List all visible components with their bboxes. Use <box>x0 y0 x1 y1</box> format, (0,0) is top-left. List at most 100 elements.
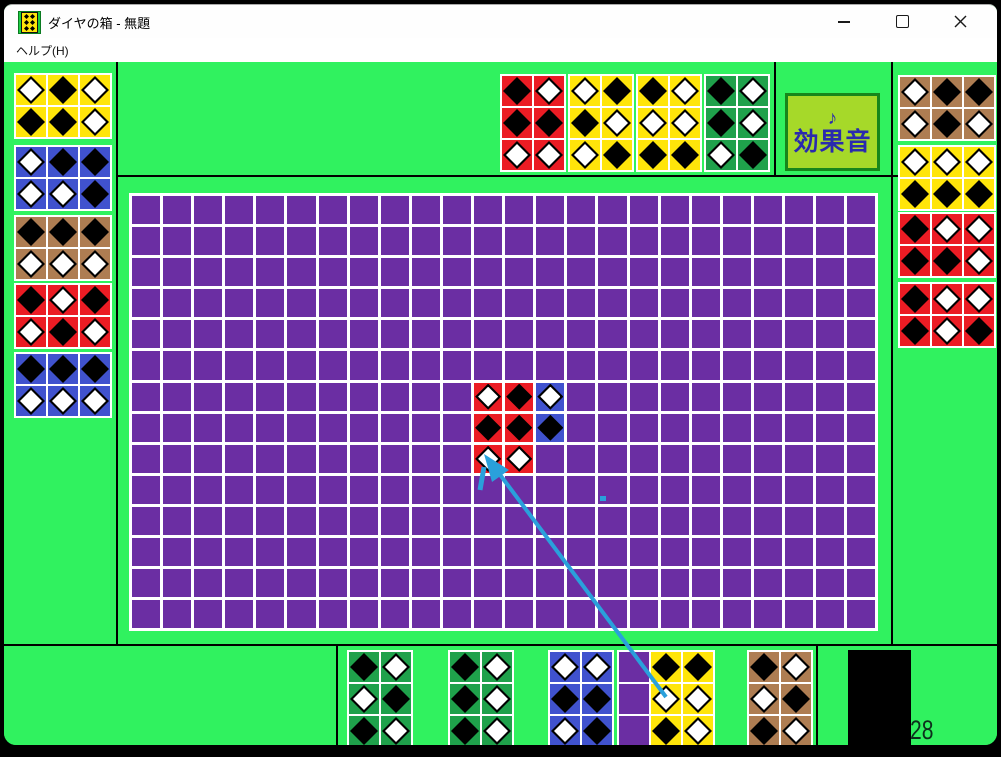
board-cell[interactable] <box>722 289 751 318</box>
right-tile-yellow[interactable] <box>898 145 996 211</box>
board-cell[interactable] <box>163 320 192 349</box>
board-cell[interactable] <box>318 506 347 536</box>
board-cell[interactable] <box>194 258 223 287</box>
board-cell[interactable] <box>225 506 254 536</box>
board-cell[interactable] <box>629 258 658 287</box>
board-cell[interactable] <box>660 351 689 380</box>
board-cell[interactable] <box>567 382 596 411</box>
board-cell[interactable] <box>691 227 720 256</box>
board-cell[interactable] <box>660 258 689 287</box>
board-cell[interactable] <box>847 320 876 349</box>
board-cell[interactable] <box>722 258 751 287</box>
board-cell[interactable] <box>287 289 316 318</box>
board-cell[interactable] <box>442 600 472 629</box>
board-cell[interactable] <box>349 413 378 442</box>
board-cell[interactable] <box>411 413 440 442</box>
board-cell[interactable] <box>194 227 223 256</box>
board-cell[interactable] <box>598 196 627 225</box>
board-cell[interactable] <box>598 258 627 287</box>
board-cell[interactable] <box>256 289 285 318</box>
board-cell[interactable] <box>847 382 876 411</box>
board-cell[interactable] <box>567 289 596 318</box>
board-cell[interactable] <box>225 320 254 349</box>
board-cell[interactable] <box>691 196 720 225</box>
board-cell[interactable] <box>256 444 285 473</box>
board-cell[interactable] <box>287 413 316 442</box>
board-cell[interactable] <box>442 196 472 225</box>
board-cell[interactable] <box>411 289 440 318</box>
left-tile-blue[interactable] <box>14 145 112 211</box>
board-cell[interactable] <box>287 351 316 380</box>
board-cell[interactable] <box>474 569 503 598</box>
board-cell[interactable] <box>442 538 472 567</box>
board-cell[interactable] <box>411 320 440 349</box>
board-cell[interactable] <box>256 600 285 629</box>
board-cell[interactable] <box>256 413 285 442</box>
board-cell[interactable] <box>318 289 347 318</box>
board-cell[interactable] <box>722 569 751 598</box>
right-tile-red[interactable] <box>898 282 996 348</box>
board-cell[interactable] <box>349 289 378 318</box>
board-cell[interactable] <box>132 320 161 349</box>
board-cell[interactable] <box>194 320 223 349</box>
board-cell[interactable] <box>784 320 814 349</box>
board-cell[interactable] <box>442 475 472 504</box>
board-cell[interactable] <box>753 196 782 225</box>
placed-piece-red[interactable] <box>474 382 534 473</box>
board-cell[interactable] <box>287 475 316 504</box>
board-cell[interactable] <box>505 196 534 225</box>
board-cell[interactable] <box>784 289 814 318</box>
board-cell[interactable] <box>349 444 378 473</box>
board-cell[interactable] <box>194 351 223 380</box>
board-cell[interactable] <box>163 569 192 598</box>
close-button[interactable] <box>931 5 989 38</box>
board-cell[interactable] <box>567 258 596 287</box>
board-cell[interactable] <box>163 258 192 287</box>
tray-tile-green[interactable] <box>448 650 514 745</box>
board-cell[interactable] <box>816 444 845 473</box>
board-cell[interactable] <box>691 320 720 349</box>
board-cell[interactable] <box>163 413 192 442</box>
board-cell[interactable] <box>318 351 347 380</box>
board-cell[interactable] <box>629 444 658 473</box>
placed-piece-blue[interactable] <box>536 382 565 442</box>
board-cell[interactable] <box>380 382 409 411</box>
board-cell[interactable] <box>816 475 845 504</box>
board-cell[interactable] <box>536 444 565 473</box>
board-cell[interactable] <box>225 600 254 629</box>
board-cell[interactable] <box>411 538 440 567</box>
board-cell[interactable] <box>163 382 192 411</box>
board-cell[interactable] <box>225 569 254 598</box>
board-cell[interactable] <box>722 600 751 629</box>
board-cell[interactable] <box>194 413 223 442</box>
board-cell[interactable] <box>753 258 782 287</box>
board-cell[interactable] <box>784 382 814 411</box>
board-cell[interactable] <box>753 475 782 504</box>
board-cell[interactable] <box>442 258 472 287</box>
board-cell[interactable] <box>505 569 534 598</box>
board-cell[interactable] <box>847 569 876 598</box>
board-cell[interactable] <box>847 444 876 473</box>
board-cell[interactable] <box>629 196 658 225</box>
board-cell[interactable] <box>256 196 285 225</box>
board-cell[interactable] <box>660 475 689 504</box>
board-cell[interactable] <box>132 289 161 318</box>
board-cell[interactable] <box>598 569 627 598</box>
top-tile-green[interactable] <box>704 74 770 172</box>
board-cell[interactable] <box>753 320 782 349</box>
board-cell[interactable] <box>474 506 503 536</box>
board-cell[interactable] <box>132 413 161 442</box>
board-cell[interactable] <box>349 351 378 380</box>
board-cell[interactable] <box>784 413 814 442</box>
board-cell[interactable] <box>567 506 596 536</box>
board-cell[interactable] <box>536 258 565 287</box>
board-cell[interactable] <box>194 444 223 473</box>
board-cell[interactable] <box>505 320 534 349</box>
maximize-button[interactable] <box>873 5 931 38</box>
board-cell[interactable] <box>132 506 161 536</box>
board-cell[interactable] <box>318 569 347 598</box>
board-cell[interactable] <box>349 475 378 504</box>
right-tile-brown[interactable] <box>898 75 996 141</box>
board-cell[interactable] <box>536 506 565 536</box>
board-cell[interactable] <box>660 538 689 567</box>
